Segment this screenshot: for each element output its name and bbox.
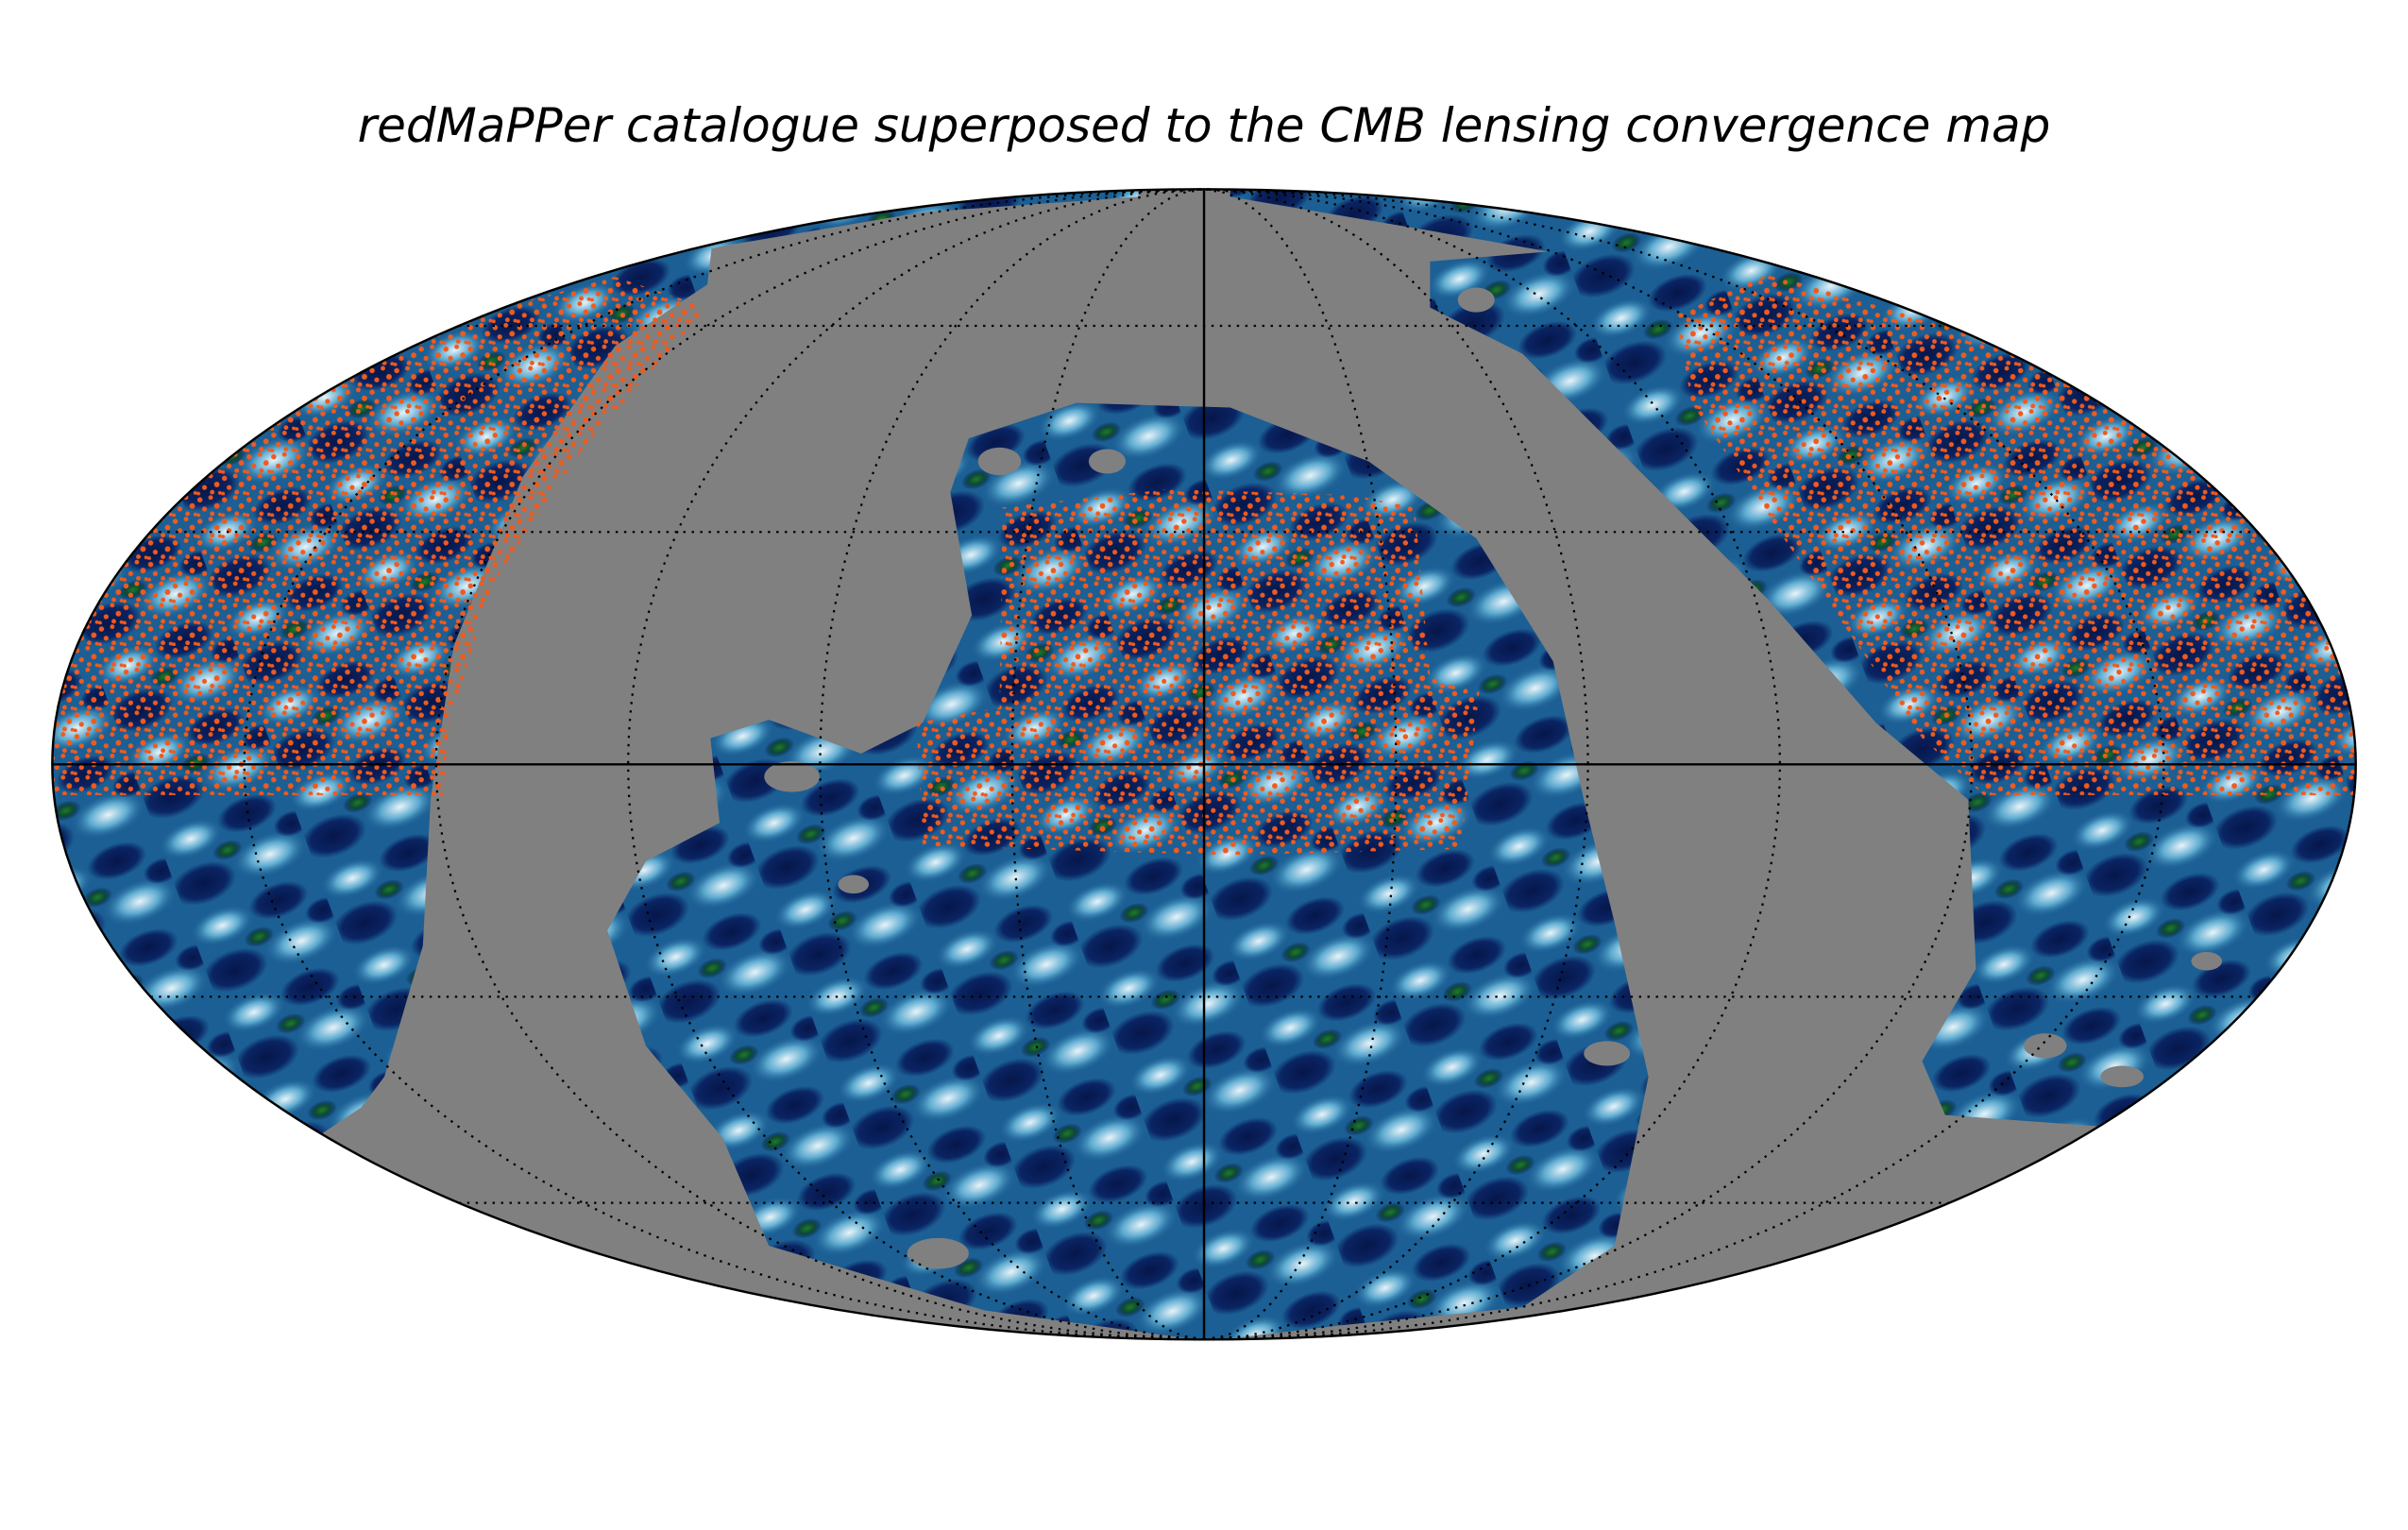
graticule	[52, 188, 2356, 1341]
cluster-points-left	[52, 277, 708, 795]
mask-holes	[764, 287, 2223, 1269]
graticule-line	[1203, 188, 1398, 1341]
cluster-points-right	[1675, 273, 2356, 795]
graticule-line	[1010, 188, 1205, 1341]
graticule-line	[819, 188, 1205, 1341]
map-outline	[51, 188, 2357, 1341]
mollweide-map	[51, 188, 2357, 1341]
graticule-line	[1203, 188, 1589, 1341]
map-title: redMaPPer catalogue superposed to the CM…	[358, 98, 2051, 153]
